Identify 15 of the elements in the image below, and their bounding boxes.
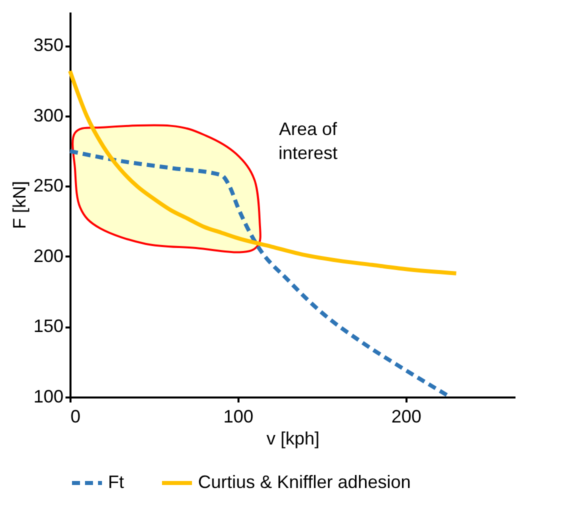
y-tick-label: 200 [33, 246, 64, 266]
x-tick-label: 100 [223, 406, 254, 426]
y-tick-label: 250 [33, 176, 64, 196]
y-tick-label: 100 [33, 386, 64, 406]
y-axis-title: F [kN] [9, 181, 30, 229]
x-tick-label: 200 [391, 406, 422, 426]
y-tick-label: 350 [33, 35, 64, 56]
x-tick-label: 0 [70, 406, 81, 426]
annotation: Area of interest [278, 119, 338, 163]
legend-label: Ft [108, 472, 124, 492]
y-tick-label: 300 [33, 105, 64, 126]
x-axis-title: v [kph] [266, 428, 320, 448]
y-tick-label: 150 [33, 316, 64, 336]
line-series [68, 69, 458, 276]
legend-label: Curtius & Kniffler adhesion [198, 472, 411, 492]
